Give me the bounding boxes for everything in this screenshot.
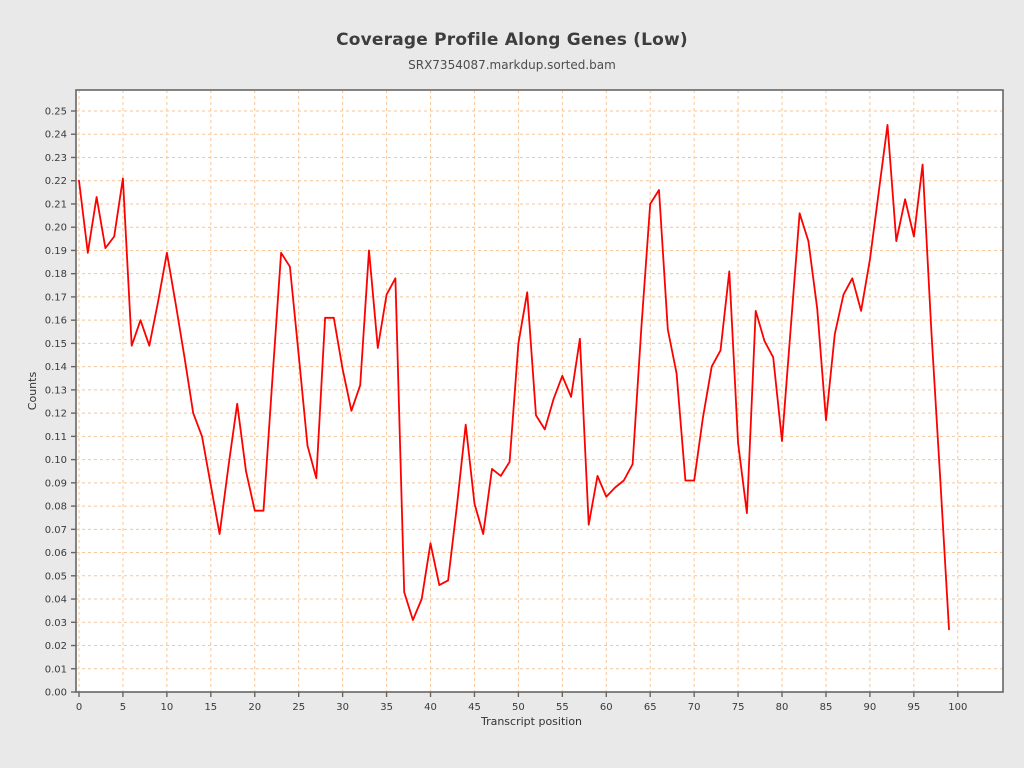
y-tick-label: 0.14 [45, 362, 67, 373]
x-tick-label: 55 [556, 702, 569, 713]
coverage-series-line [78, 124, 950, 631]
plot-area [76, 90, 1003, 692]
y-tick-label: 0.04 [45, 595, 67, 606]
x-tick-label: 65 [644, 702, 657, 713]
y-tick-label: 0.21 [45, 199, 67, 210]
y-tick-label: 0.12 [45, 409, 67, 420]
y-tick-label: 0.18 [45, 269, 67, 280]
y-tick-label: 0.08 [45, 502, 67, 513]
y-tick-label: 0.24 [45, 130, 67, 141]
y-tick-label: 0.02 [45, 641, 67, 652]
x-tick-label: 40 [424, 702, 437, 713]
y-tick-label: 0.01 [45, 664, 67, 675]
y-tick-label: 0.20 [45, 223, 67, 234]
x-tick-label: 5 [120, 702, 126, 713]
y-tick-label: 0.00 [45, 688, 67, 699]
y-tick-label: 0.03 [45, 618, 67, 629]
x-tick-label: 10 [161, 702, 174, 713]
y-tick-label: 0.16 [45, 316, 67, 327]
x-tick-label: 35 [380, 702, 393, 713]
x-tick-label: 95 [907, 702, 920, 713]
y-tick-label: 0.05 [45, 571, 67, 582]
x-axis-label: Transcript position [480, 715, 582, 728]
y-tick-label: 0.22 [45, 176, 67, 187]
x-tick-label: 15 [204, 702, 217, 713]
plot-frame [75, 89, 1004, 693]
y-tick-label: 0.13 [45, 385, 67, 396]
y-tick-label: 0.06 [45, 548, 67, 559]
gridlines [76, 90, 1003, 693]
y-tick-label: 0.23 [45, 153, 67, 164]
x-tick-label: 50 [512, 702, 525, 713]
y-tick-label: 0.15 [45, 339, 67, 350]
tick-marks [71, 110, 959, 697]
x-tick-label: 60 [600, 702, 613, 713]
x-tick-label: 20 [248, 702, 261, 713]
y-tick-label: 0.07 [45, 525, 67, 536]
x-tick-label: 85 [820, 702, 833, 713]
y-tick-label: 0.11 [45, 432, 67, 443]
y-tick-label: 0.10 [45, 455, 67, 466]
y-tick-label: 0.17 [45, 292, 67, 303]
y-tick-label: 0.25 [45, 107, 67, 118]
x-tick-label: 90 [864, 702, 877, 713]
x-tick-label: 30 [336, 702, 349, 713]
y-tick-label: 0.19 [45, 246, 67, 257]
chart-title: Coverage Profile Along Genes (Low) [336, 30, 688, 50]
x-tick-label: 75 [732, 702, 745, 713]
x-tick-label: 70 [688, 702, 701, 713]
x-tick-label: 0 [76, 702, 82, 713]
x-tick-label: 45 [468, 702, 481, 713]
chart-subtitle: SRX7354087.markdup.sorted.bam [408, 58, 616, 72]
tick-labels: 0.00 0.01 0.02 0.03 0.04 0.05 0.06 0.07 0.08 0.09… [45, 107, 968, 714]
y-axis-label: Counts [26, 372, 39, 411]
x-tick-label: 100 [948, 702, 967, 713]
y-tick-label: 0.09 [45, 478, 67, 489]
x-tick-label: 25 [292, 702, 305, 713]
x-tick-label: 80 [776, 702, 789, 713]
